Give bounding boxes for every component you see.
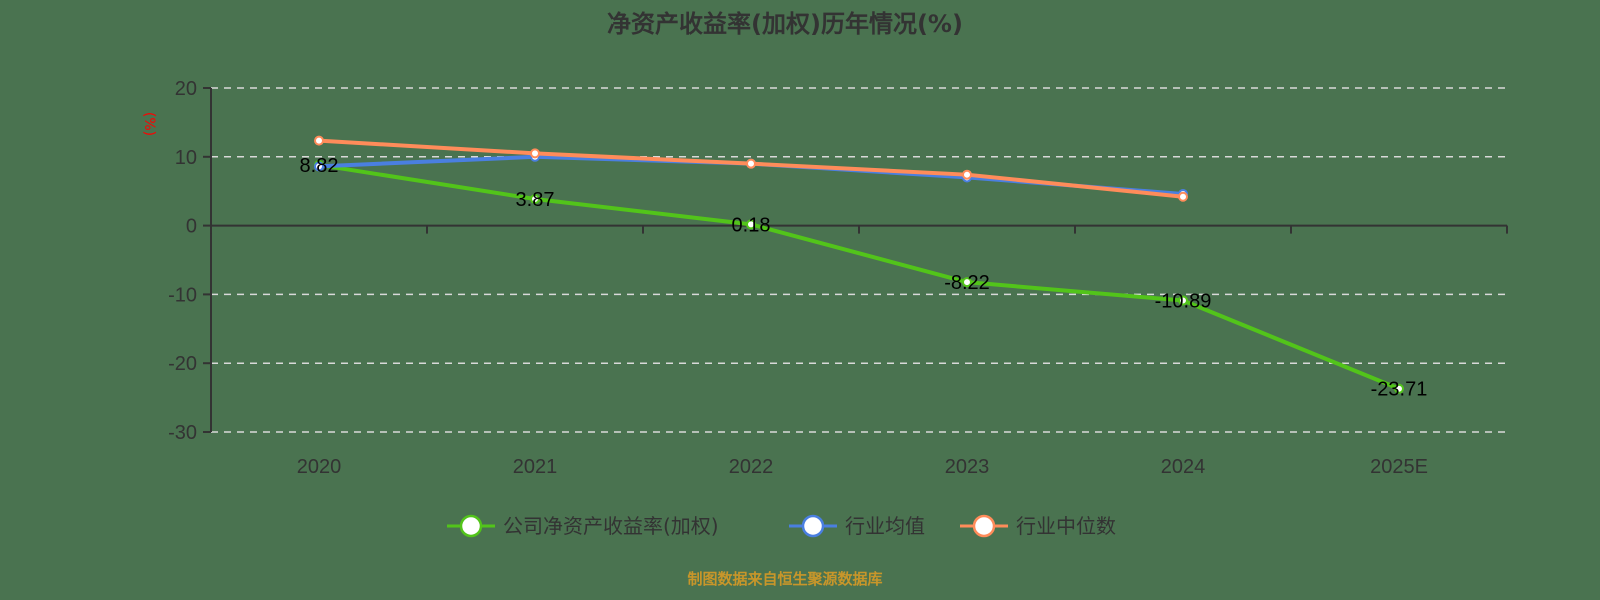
legend-item[interactable]: 行业均值: [789, 514, 925, 538]
legend-label: 行业中位数: [1016, 514, 1116, 538]
legend-label: 公司净资产收益率(加权): [503, 514, 719, 538]
y-axis-label: (%): [141, 112, 157, 136]
series-line: [318, 162, 1400, 391]
y-tick-label: 10: [175, 147, 197, 169]
data-point[interactable]: [962, 277, 972, 288]
data-label: 8.82: [300, 155, 339, 177]
x-tick-label: 2021: [513, 456, 558, 478]
x-tick-label: 2023: [945, 456, 990, 478]
data-label: 3.87: [516, 189, 555, 211]
y-tick-label: 20: [175, 78, 197, 100]
legend-marker-icon: [972, 514, 996, 538]
data-point[interactable]: [1178, 295, 1188, 306]
y-tick-label: 0: [186, 216, 197, 238]
y-tick-label: -10: [168, 284, 197, 306]
legend: 公司净资产收益率(加权) 行业均值 行业中位数: [447, 514, 1116, 538]
data-label: -10.89: [1155, 291, 1212, 313]
data-point[interactable]: [314, 161, 324, 172]
gridlines: [211, 87, 1505, 433]
legend-marker-icon: [801, 514, 825, 538]
x-tick-label: 2025E: [1370, 456, 1428, 478]
chart-title: 净资产收益率(加权)历年情况(%): [607, 10, 963, 38]
data-point[interactable]: [1178, 191, 1188, 202]
x-tick-label: 2024: [1161, 456, 1206, 478]
data-point[interactable]: [746, 219, 756, 230]
legend-item[interactable]: 公司净资产收益率(加权): [447, 514, 719, 538]
axes: 20 10 0 -10 -20 -30 2020 2021 2022 2023 2024 2025E: [168, 78, 1508, 478]
x-tick-label: 2020: [297, 456, 342, 478]
data-point[interactable]: [962, 169, 972, 180]
data-point[interactable]: [746, 158, 756, 169]
data-label: 0.18: [732, 214, 771, 236]
legend-marker-icon: [459, 514, 483, 538]
data-label: -23.71: [1371, 379, 1428, 401]
legend-item[interactable]: 行业中位数: [960, 514, 1116, 538]
data-point[interactable]: [1394, 383, 1404, 394]
data-label: -8.22: [944, 272, 990, 294]
series-lines: [314, 135, 1404, 394]
data-labels: 8.82 3.87 0.18 -8.22 -10.89 -23.71: [300, 155, 1428, 401]
y-tick-label: -30: [168, 422, 197, 444]
x-tick-label: 2022: [729, 456, 774, 478]
data-point[interactable]: [530, 193, 540, 204]
data-point[interactable]: [314, 135, 324, 146]
y-tick-label: -20: [168, 353, 197, 375]
legend-label: 行业均值: [845, 514, 925, 538]
data-point[interactable]: [530, 148, 540, 159]
source-note: 制图数据来自恒生聚源数据库: [687, 570, 882, 588]
